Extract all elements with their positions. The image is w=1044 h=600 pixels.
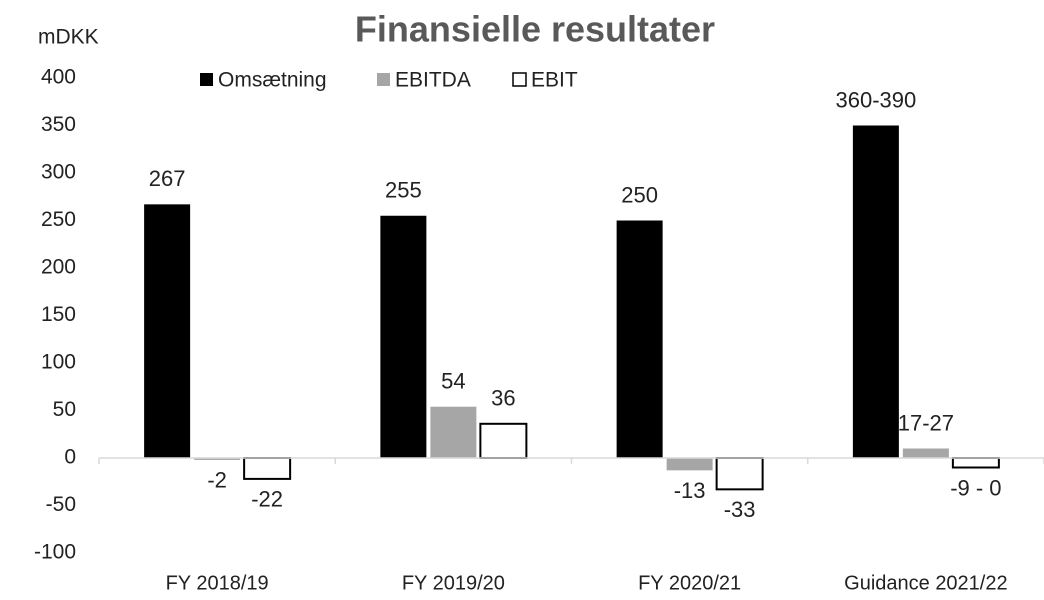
data-label: 17-27 xyxy=(898,410,954,435)
data-label: -2 xyxy=(207,468,227,493)
y-tick-label: -100 xyxy=(34,541,76,564)
y-tick-label: 400 xyxy=(41,66,76,89)
y-tick-label: 350 xyxy=(41,113,76,136)
bar xyxy=(902,448,949,458)
legend-label: EBITDA xyxy=(395,69,471,92)
legend-swatch xyxy=(512,72,527,87)
legend-label: Omsætning xyxy=(218,69,327,92)
legend-label: EBIT xyxy=(531,69,578,92)
data-label: 360-390 xyxy=(836,87,917,112)
data-label: 36 xyxy=(491,386,515,411)
bar xyxy=(479,422,528,459)
data-label: -13 xyxy=(674,478,706,503)
legend-swatch xyxy=(377,73,390,86)
data-label: -22 xyxy=(251,487,283,512)
y-tick-label: -50 xyxy=(46,493,76,516)
data-label: -33 xyxy=(724,497,756,522)
data-label: 255 xyxy=(385,178,422,203)
bar xyxy=(144,204,191,458)
y-tick-label: 0 xyxy=(64,446,76,469)
bar xyxy=(951,457,1000,469)
y-axis-label: mDKK xyxy=(38,26,99,49)
y-tick-label: 250 xyxy=(41,208,76,231)
x-tick-label: FY 2020/21 xyxy=(638,572,741,594)
legend-swatch xyxy=(200,73,213,86)
x-tick-label: Guidance 2021/22 xyxy=(844,572,1007,594)
bar xyxy=(430,406,477,458)
x-tick-label: FY 2019/20 xyxy=(402,572,505,594)
y-tick-label: 300 xyxy=(41,161,76,184)
x-tick-label: FY 2018/19 xyxy=(166,572,269,594)
y-tick-label: 150 xyxy=(41,303,76,326)
bar xyxy=(243,457,292,480)
data-label: 250 xyxy=(621,182,658,207)
data-label: 54 xyxy=(441,369,465,394)
bar xyxy=(194,458,241,460)
chart-title: Finansielle resultater xyxy=(355,9,715,50)
bar xyxy=(852,125,899,458)
data-label: -9 - 0 xyxy=(950,475,1001,500)
data-label: 267 xyxy=(149,166,186,191)
bar xyxy=(666,458,713,471)
y-tick-label: 100 xyxy=(41,351,76,374)
y-tick-label: 50 xyxy=(53,398,76,421)
bar xyxy=(616,220,663,458)
bar xyxy=(380,215,427,458)
bar xyxy=(715,457,764,491)
y-tick-label: 200 xyxy=(41,256,76,279)
